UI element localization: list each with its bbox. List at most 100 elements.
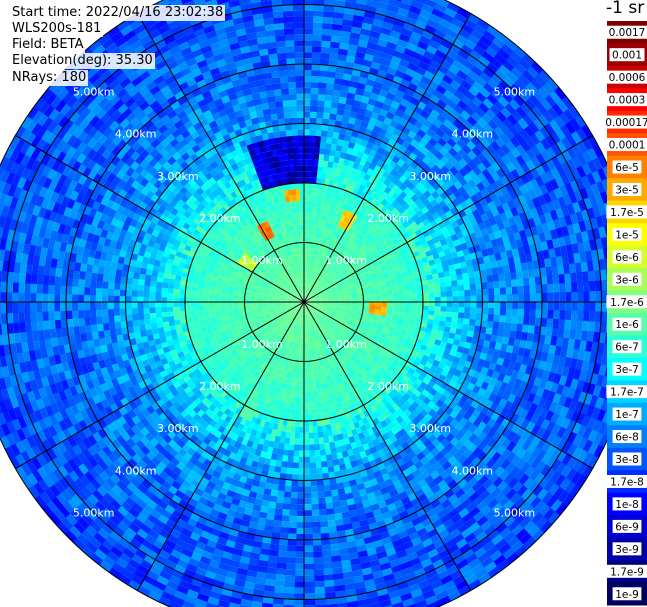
- beta-bin: [401, 53, 414, 64]
- beta-bin: [387, 241, 395, 249]
- beta-bin: [326, 216, 332, 223]
- beta-bin: [337, 220, 344, 228]
- beta-bin: [314, 141, 322, 149]
- beta-bin: [318, 244, 323, 252]
- beta-bin: [549, 91, 563, 105]
- beta-bin: [313, 159, 320, 166]
- beta-bin: [317, 286, 323, 291]
- beta-bin: [329, 273, 335, 279]
- beta-bin: [446, 49, 460, 61]
- beta-bin: [364, 250, 372, 257]
- beta-bin: [342, 140, 351, 148]
- beta-bin: [373, 13, 387, 22]
- beta-bin: [500, 294, 507, 303]
- beta-bin: [308, 285, 311, 291]
- beta-bin: [316, 276, 321, 283]
- beta-bin: [482, 295, 489, 303]
- beta-bin: [369, 92, 380, 101]
- beta-bin: [464, 39, 478, 51]
- beta-bin: [346, 256, 353, 263]
- beta-bin: [318, 263, 323, 270]
- beta-bin: [359, 220, 367, 228]
- beta-bin: [334, 260, 340, 267]
- beta-bin: [332, 251, 338, 258]
- beta-bin: [305, 242, 309, 249]
- beta-bin: [340, 214, 346, 222]
- beta-bin: [332, 237, 338, 245]
- beta-bin: [588, 280, 596, 293]
- beta-bin: [377, 195, 385, 204]
- beta-bin: [334, 0, 347, 8]
- beta-bin: [458, 28, 472, 40]
- beta-bin: [352, 14, 366, 23]
- beta-bin: [325, 83, 336, 90]
- beta-bin: [343, 237, 350, 245]
- beta-bin: [354, 267, 361, 273]
- beta-bin: [454, 12, 469, 25]
- beta-bin: [478, 56, 492, 68]
- beta-bin: [317, 277, 322, 283]
- beta-bin: [307, 200, 312, 207]
- beta-bin: [318, 257, 322, 264]
- beta-bin: [336, 206, 343, 214]
- beta-bin: [323, 246, 329, 254]
- beta-bin: [357, 107, 367, 116]
- beta-bin: [541, 284, 548, 295]
- beta-bin: [310, 509, 320, 517]
- beta-bin: [321, 226, 326, 234]
- beta-bin: [411, 0, 426, 10]
- beta-bin: [317, 263, 321, 270]
- beta-bin: [367, 98, 378, 107]
- beta-bin: [309, 279, 313, 286]
- beta-bin: [339, 234, 346, 242]
- beta-bin: [350, 74, 361, 83]
- beta-bin: [362, 222, 370, 230]
- beta-bin: [494, 69, 508, 82]
- beta-bin: [518, 58, 532, 72]
- beta-bin: [306, 272, 309, 279]
- beta-bin: [378, 239, 386, 247]
- beta-bin: [382, 21, 395, 31]
- beta-bin: [305, 278, 308, 285]
- beta-bin: [333, 259, 339, 266]
- beta-bin: [327, 222, 333, 230]
- beta-bin: [306, 218, 310, 225]
- beta-bin: [315, 283, 320, 289]
- beta-bin: [337, 263, 343, 269]
- beta-bin: [319, 142, 327, 149]
- beta-bin: [425, 45, 439, 56]
- beta-bin: [394, 203, 403, 212]
- beta-bin: [322, 246, 327, 253]
- beta-bin: [303, 171, 309, 178]
- beta-bin: [312, 34, 324, 41]
- beta-bin: [306, 284, 309, 291]
- beta-bin: [323, 5, 336, 13]
- beta-bin: [328, 53, 340, 61]
- beta-bin: [355, 240, 362, 247]
- beta-bin: [320, 280, 326, 286]
- beta-bin: [384, 47, 397, 57]
- beta-bin: [316, 269, 320, 276]
- beta-bin: [526, 66, 540, 80]
- beta-bin: [312, 274, 317, 281]
- beta-bin: [303, 153, 310, 160]
- beta-bin: [540, 98, 553, 113]
- beta-bin: [392, 238, 400, 246]
- beta-bin: [308, 260, 312, 267]
- beta-bin: [436, 23, 450, 35]
- beta-bin: [402, 202, 411, 211]
- beta-bin: [342, 251, 348, 258]
- beta-bin: [355, 257, 362, 264]
- beta-bin: [479, 35, 494, 48]
- beta-bin: [338, 133, 347, 141]
- beta-bin: [322, 160, 330, 168]
- beta-bin: [322, 112, 331, 120]
- beta-bin: [328, 59, 339, 67]
- beta-bin: [345, 247, 352, 254]
- beta-bin: [320, 245, 325, 252]
- beta-bin: [382, 245, 390, 252]
- beta-bin: [335, 253, 341, 260]
- beta-bin: [343, 197, 351, 205]
- beta-bin: [360, 28, 373, 37]
- beta-bin: [307, 284, 310, 291]
